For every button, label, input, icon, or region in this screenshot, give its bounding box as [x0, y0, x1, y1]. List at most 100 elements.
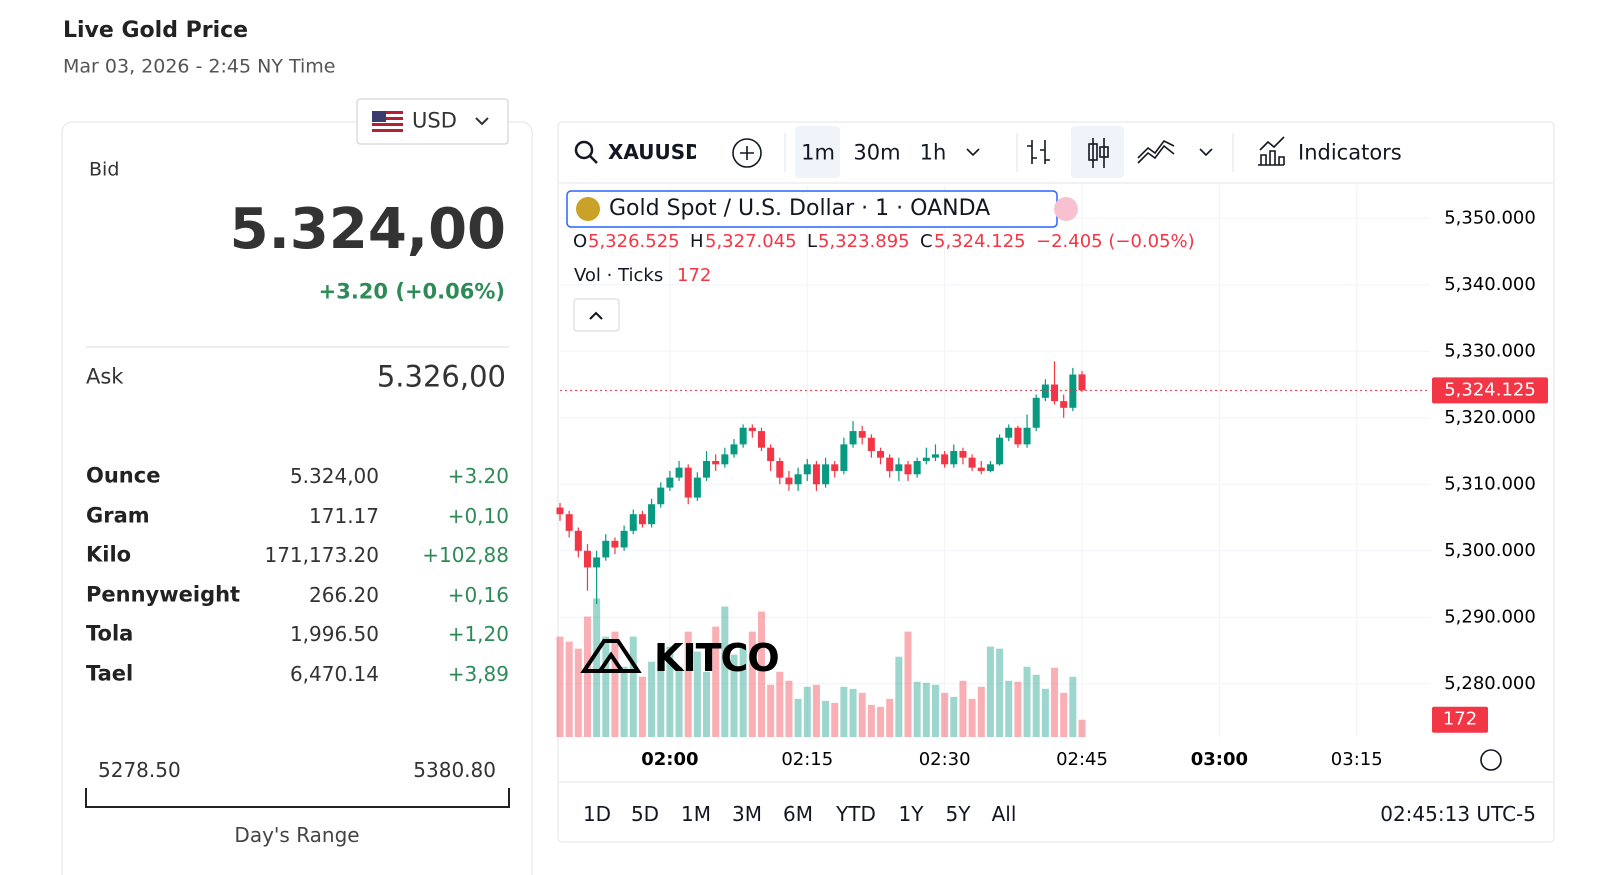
x-tick-label: 02:30: [919, 749, 971, 770]
range-button[interactable]: 1D: [582, 802, 612, 826]
candle-body: [895, 464, 903, 471]
ohlc-key: O: [573, 231, 588, 252]
volume-bar: [1014, 681, 1022, 737]
volume-tag: [1432, 706, 1488, 733]
volume-bar: [886, 698, 894, 737]
collapse-button[interactable]: [573, 298, 620, 332]
unit-price: 171,173.20: [264, 543, 379, 568]
candle-body: [913, 461, 921, 475]
indicators[interactable]: Indicators: [1298, 140, 1402, 165]
volume-bar: [877, 706, 885, 737]
volume-bar: [1005, 680, 1013, 737]
interval[interactable]: 1m: [801, 140, 835, 165]
candle-body: [712, 461, 720, 465]
volume-bar: [556, 636, 564, 737]
y-tick-label: 5,300.000: [1444, 540, 1536, 561]
volume-bar: [794, 698, 802, 737]
chevrons: [966, 148, 1213, 157]
x-tick-label: 02:15: [781, 749, 833, 770]
range-button[interactable]: All: [991, 802, 1017, 826]
currency-button[interactable]: [356, 98, 509, 145]
volume-bar: [1032, 674, 1040, 737]
unit-change: +1,20: [447, 622, 509, 647]
volume-bar: [730, 654, 738, 737]
unit-name: Tola: [86, 621, 134, 646]
volume-bar: [941, 692, 949, 737]
range-button[interactable]: YTD: [836, 802, 876, 826]
legend-badge: [1054, 197, 1078, 221]
ohlc-key: L: [807, 231, 818, 252]
volume-bar: [831, 702, 839, 737]
quote-card: [61, 121, 533, 875]
indicators-icon[interactable]: [1258, 136, 1285, 166]
volume-bar: [812, 684, 820, 737]
volume-bar: [1041, 688, 1049, 737]
candle-body: [739, 427, 747, 445]
range-button[interactable]: 5Y: [945, 802, 971, 826]
ohlc-key: H: [690, 231, 704, 252]
ohlc-value: 5,324.125: [934, 231, 1026, 252]
candle-body: [593, 557, 601, 568]
ohlc-key: C: [920, 231, 933, 252]
volume-bar: [574, 648, 582, 737]
range-button[interactable]: 1Y: [898, 802, 924, 826]
candle-body: [986, 464, 994, 471]
y-tick-label: 5,280.000: [1444, 673, 1536, 694]
volume-bar: [565, 641, 573, 737]
bar-icon[interactable]: [1027, 140, 1050, 164]
volume-bar: [703, 671, 711, 737]
volume-bar: [822, 700, 830, 737]
x-tick-label: 02:45: [1056, 749, 1108, 770]
ask: 5.326,00: [376, 359, 506, 394]
interval[interactable]: 1h: [919, 140, 947, 165]
range-button[interactable]: 1M: [681, 802, 711, 826]
volume-bar: [904, 631, 912, 737]
candle-body: [583, 550, 591, 568]
volume-bar: [922, 682, 930, 737]
settings-icon[interactable]: [1480, 749, 1502, 771]
ohlc-value: 5,323.895: [818, 231, 910, 252]
candle-body: [574, 530, 582, 551]
unit-change: +3.20: [447, 464, 509, 488]
symbol[interactable]: XAUUSD: [608, 142, 696, 162]
candle-body: [1078, 374, 1086, 391]
symbol-logo: [576, 197, 600, 221]
range-button[interactable]: 6M: [783, 802, 813, 826]
volume-bar: [776, 671, 784, 737]
volume-bar: [785, 680, 793, 737]
active-interval: [795, 126, 840, 178]
unit-price: 1,996.50: [289, 622, 379, 647]
volume-bar: [611, 631, 619, 737]
volume-bar: [721, 606, 729, 737]
volume-bar: [648, 661, 656, 737]
candle-body: [950, 451, 958, 465]
y-tick-label: 5,350.000: [1444, 207, 1536, 228]
volume-bar: [1023, 666, 1031, 737]
volume-bar: [638, 676, 646, 737]
candle-body: [1005, 427, 1013, 438]
interval[interactable]: 30m: [853, 140, 901, 165]
range-button[interactable]: 3M: [732, 802, 762, 826]
candle-body: [602, 540, 610, 558]
currency[interactable]: USD: [412, 108, 457, 133]
y-tick-label: 5,290.000: [1444, 606, 1536, 627]
candle-icon[interactable]: [1088, 143, 1098, 161]
add-icon[interactable]: [732, 138, 762, 168]
volume-bar: [931, 684, 939, 737]
range-label: Day's Range: [234, 823, 360, 847]
y-tick-label: 5,330.000: [1444, 340, 1536, 361]
x-tick-label: 03:00: [1191, 749, 1248, 770]
candle-body: [812, 464, 820, 485]
unit-name: Gram: [86, 503, 150, 528]
candle-body: [611, 540, 619, 548]
line-icon[interactable]: [1137, 139, 1175, 164]
range-button[interactable]: 5D: [630, 802, 660, 826]
candle-body: [1060, 401, 1068, 408]
candle-body: [1032, 397, 1040, 428]
volume-bar: [968, 698, 976, 737]
candle-body: [931, 454, 939, 458]
bid-change: +3.20 (+0.06%): [318, 279, 505, 304]
candle-body: [1069, 374, 1077, 408]
x-tick-label: 02:00: [641, 749, 698, 770]
